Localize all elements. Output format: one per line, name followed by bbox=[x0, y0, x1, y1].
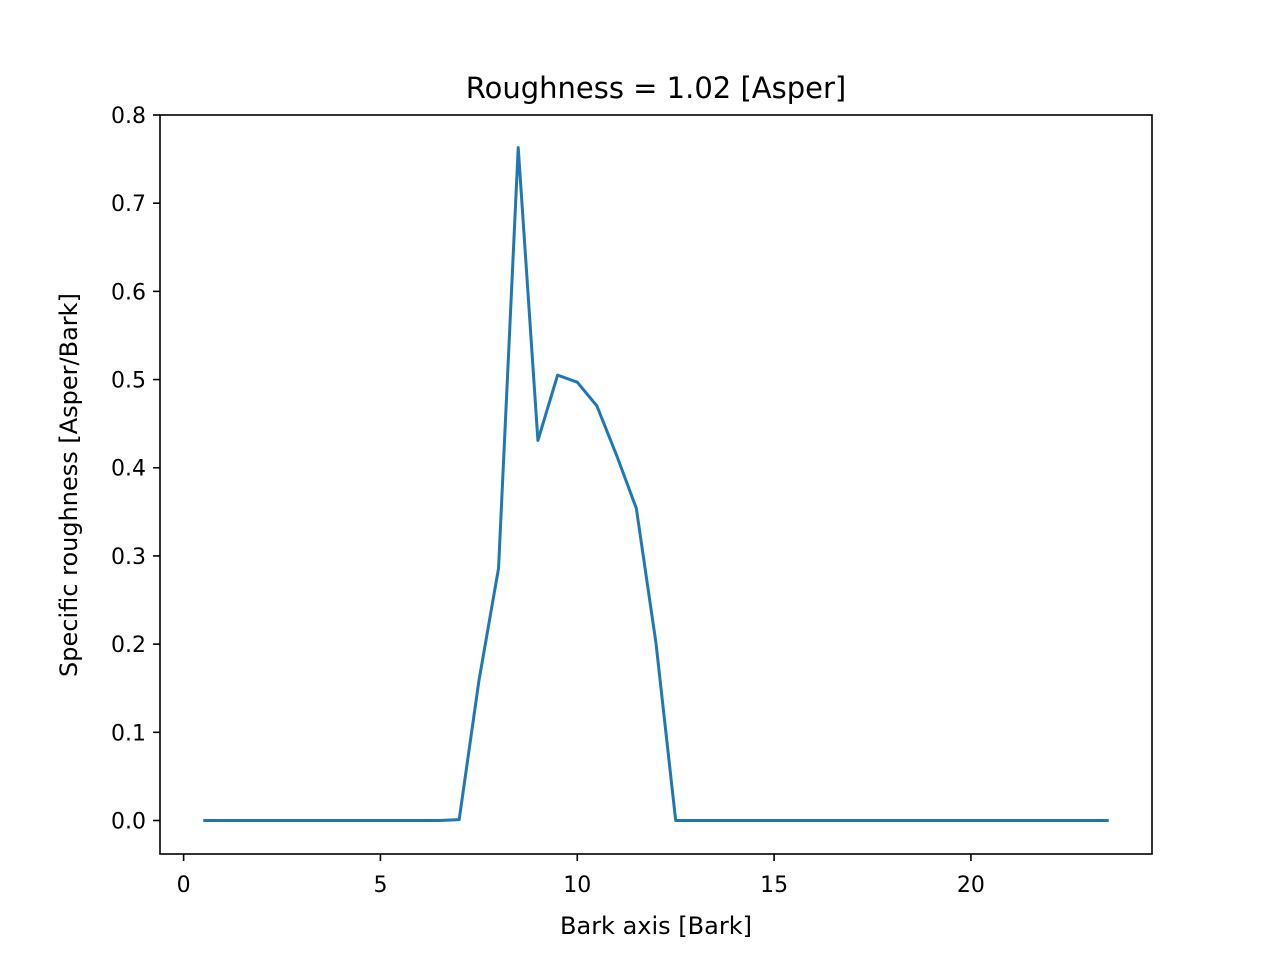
y-tick-label: 0.7 bbox=[111, 192, 146, 217]
y-tick-label: 0.6 bbox=[111, 280, 146, 305]
x-tick-label: 15 bbox=[760, 873, 788, 898]
y-tick-label: 0.1 bbox=[111, 721, 146, 746]
y-tick-label: 0.4 bbox=[111, 457, 146, 482]
y-tick-label: 0.8 bbox=[111, 104, 146, 129]
axes-frame bbox=[159, 114, 1153, 855]
plot-area bbox=[203, 146, 1109, 822]
series-line bbox=[203, 146, 1109, 822]
y-tick-label: 0.0 bbox=[111, 809, 146, 834]
y-tick-label: 0.2 bbox=[111, 633, 146, 658]
y-axis-label: Specific roughness [Asper/Bark] bbox=[55, 293, 83, 677]
x-tick-label: 10 bbox=[563, 873, 591, 898]
x-tick-label: 5 bbox=[373, 873, 387, 898]
x-tick-label: 20 bbox=[957, 873, 985, 898]
y-tick-label: 0.5 bbox=[111, 369, 146, 394]
chart-title: Roughness = 1.02 [Asper] bbox=[466, 71, 846, 105]
y-tick-label: 0.3 bbox=[111, 545, 146, 570]
y-axis: 0.0 0.1 0.2 0.3 0.4 0.5 0.6 0.7 0.8 bbox=[111, 104, 160, 834]
x-axis: 0 5 10 15 20 bbox=[177, 854, 985, 898]
x-axis-label: Bark axis [Bark] bbox=[560, 912, 752, 940]
x-tick-label: 0 bbox=[177, 873, 191, 898]
